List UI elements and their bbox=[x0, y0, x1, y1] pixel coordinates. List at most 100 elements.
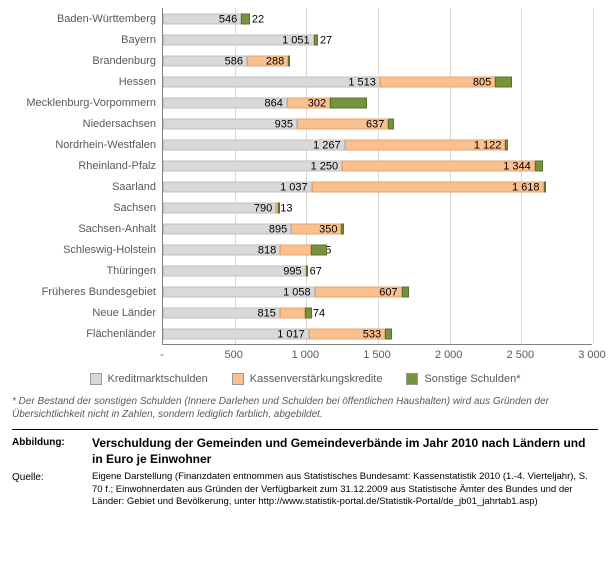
bar-track: 1 058607 bbox=[163, 286, 593, 297]
value-label: 1 051 bbox=[282, 34, 310, 47]
bar-track: 818215 bbox=[163, 244, 593, 255]
bar-row: 1 037 1 618 bbox=[163, 176, 593, 197]
bar-segment: 1 051 bbox=[163, 34, 314, 45]
value-label: 586 bbox=[225, 55, 243, 68]
category-label: Bayern bbox=[12, 29, 162, 50]
bar-segment bbox=[341, 223, 344, 234]
bar-segment bbox=[311, 244, 327, 255]
bar-track: 864 302 bbox=[163, 97, 593, 108]
bar-row: 1 250 1 344 bbox=[163, 155, 593, 176]
value-label: 1 267 bbox=[313, 139, 341, 152]
bar-row: 1 051 27 bbox=[163, 29, 593, 50]
value-label: 935 bbox=[275, 118, 293, 131]
x-tick-label: 1 500 bbox=[363, 349, 391, 361]
legend-swatch bbox=[90, 373, 102, 385]
gridline bbox=[593, 8, 594, 344]
value-label: 1 250 bbox=[311, 160, 339, 173]
value-label: 1 513 bbox=[348, 76, 376, 89]
value-label: 533 bbox=[363, 328, 381, 341]
x-tick-label: 3 000 bbox=[578, 349, 606, 361]
legend: Kreditmarktschulden Kassenverstärkungskre… bbox=[12, 367, 598, 393]
legend-label: Sonstige Schulden* bbox=[424, 373, 520, 385]
bar-segment bbox=[330, 97, 367, 108]
bar-track: 54622 bbox=[163, 13, 593, 24]
value-label: 790 bbox=[254, 202, 272, 215]
category-label: Schleswig-Holstein bbox=[12, 239, 162, 260]
value-label: 1 344 bbox=[503, 160, 531, 173]
bar-track: 1 017533 bbox=[163, 328, 593, 339]
bar-track: 1 037 1 618 bbox=[163, 181, 593, 192]
bar-segment: 864 bbox=[163, 97, 287, 108]
bar-track: 1 267 1 122 bbox=[163, 139, 593, 150]
bar-row: 818215 bbox=[163, 239, 593, 260]
category-label: Flächenländer bbox=[12, 323, 162, 344]
category-label: Brandenburg bbox=[12, 50, 162, 71]
value-label: 67 bbox=[310, 265, 322, 278]
bar-segment: 607 bbox=[315, 286, 402, 297]
bar-segment bbox=[278, 202, 280, 213]
value-label: 27 bbox=[320, 34, 332, 47]
bar-row: 54622 bbox=[163, 8, 593, 29]
value-label: 995 bbox=[283, 265, 301, 278]
value-label: 13 bbox=[280, 202, 292, 215]
category-label: Thüringen bbox=[12, 260, 162, 281]
bar-segment: 815 bbox=[163, 307, 280, 318]
bar-segment: 27 bbox=[314, 34, 318, 45]
bar-segment bbox=[402, 286, 409, 297]
bar-segment: 302 bbox=[287, 97, 330, 108]
bar-row: 790 13 bbox=[163, 197, 593, 218]
bar-track: 1 513805 bbox=[163, 76, 593, 87]
legend-label: Kreditmarktschulden bbox=[108, 373, 208, 385]
category-label: Hessen bbox=[12, 71, 162, 92]
bar-segment: 895 bbox=[163, 223, 291, 234]
value-label: 1 037 bbox=[280, 181, 308, 194]
legend-swatch bbox=[406, 373, 418, 385]
value-label: 1 122 bbox=[474, 139, 502, 152]
bar-row: 815174 bbox=[163, 302, 593, 323]
value-label: 895 bbox=[269, 223, 287, 236]
bar-track: 586 288 bbox=[163, 55, 593, 66]
value-label: 864 bbox=[264, 97, 282, 110]
separator-line bbox=[12, 429, 598, 430]
value-label: 818 bbox=[258, 244, 276, 257]
bar-segment bbox=[288, 55, 290, 66]
value-label: 607 bbox=[379, 286, 397, 299]
bar-segment: 586 bbox=[163, 55, 247, 66]
legend-item: Kassenverstärkungskredite bbox=[232, 373, 383, 385]
bar-row: 1 267 1 122 bbox=[163, 134, 593, 155]
bar-segment bbox=[385, 328, 392, 339]
bar-segment: 22 bbox=[241, 13, 250, 24]
category-label: Saarland bbox=[12, 176, 162, 197]
bar-row: 864 302 bbox=[163, 92, 593, 113]
bar-row: 1 058607 bbox=[163, 281, 593, 302]
bar-segment bbox=[535, 160, 544, 171]
category-label: Rheinland-Pfalz bbox=[12, 155, 162, 176]
value-label: 637 bbox=[366, 118, 384, 131]
bar-row: 935 637 bbox=[163, 113, 593, 134]
value-label: 1 618 bbox=[512, 181, 540, 194]
legend-label: Kassenverstärkungskredite bbox=[250, 373, 383, 385]
bar-track: 895 350 bbox=[163, 223, 593, 234]
bar-row: 586 288 bbox=[163, 50, 593, 71]
bars-column: 54622 1 051 27 586 288 1 513805 864 302 935 637 1 … bbox=[162, 8, 598, 367]
chart-container: Baden-WürttembergBayernBrandenburgHessen… bbox=[0, 0, 610, 518]
bar-segment: 288 bbox=[247, 55, 288, 66]
category-label: Sachsen bbox=[12, 197, 162, 218]
bar-row: 895 350 bbox=[163, 218, 593, 239]
category-label: Niedersachsen bbox=[12, 113, 162, 134]
bar-segment: 546 bbox=[163, 13, 241, 24]
bar-segment: 174 bbox=[280, 307, 305, 318]
legend-item: Kreditmarktschulden bbox=[90, 373, 208, 385]
bar-segment: 1 122 bbox=[345, 139, 506, 150]
bar-segment: 995 bbox=[163, 265, 306, 276]
value-label: 302 bbox=[308, 97, 326, 110]
bar-row: 1 513805 bbox=[163, 71, 593, 92]
caption-key-abbildung: Abbildung: bbox=[12, 436, 92, 467]
legend-swatch bbox=[232, 373, 244, 385]
bar-segment: 350 bbox=[291, 223, 341, 234]
bar-track: 815174 bbox=[163, 307, 593, 318]
bar-segment: 637 bbox=[297, 118, 388, 129]
caption-title: Verschuldung der Gemeinden und Gemeindev… bbox=[92, 436, 598, 467]
bar-segment: 790 bbox=[163, 202, 276, 213]
bar-segment bbox=[544, 181, 546, 192]
